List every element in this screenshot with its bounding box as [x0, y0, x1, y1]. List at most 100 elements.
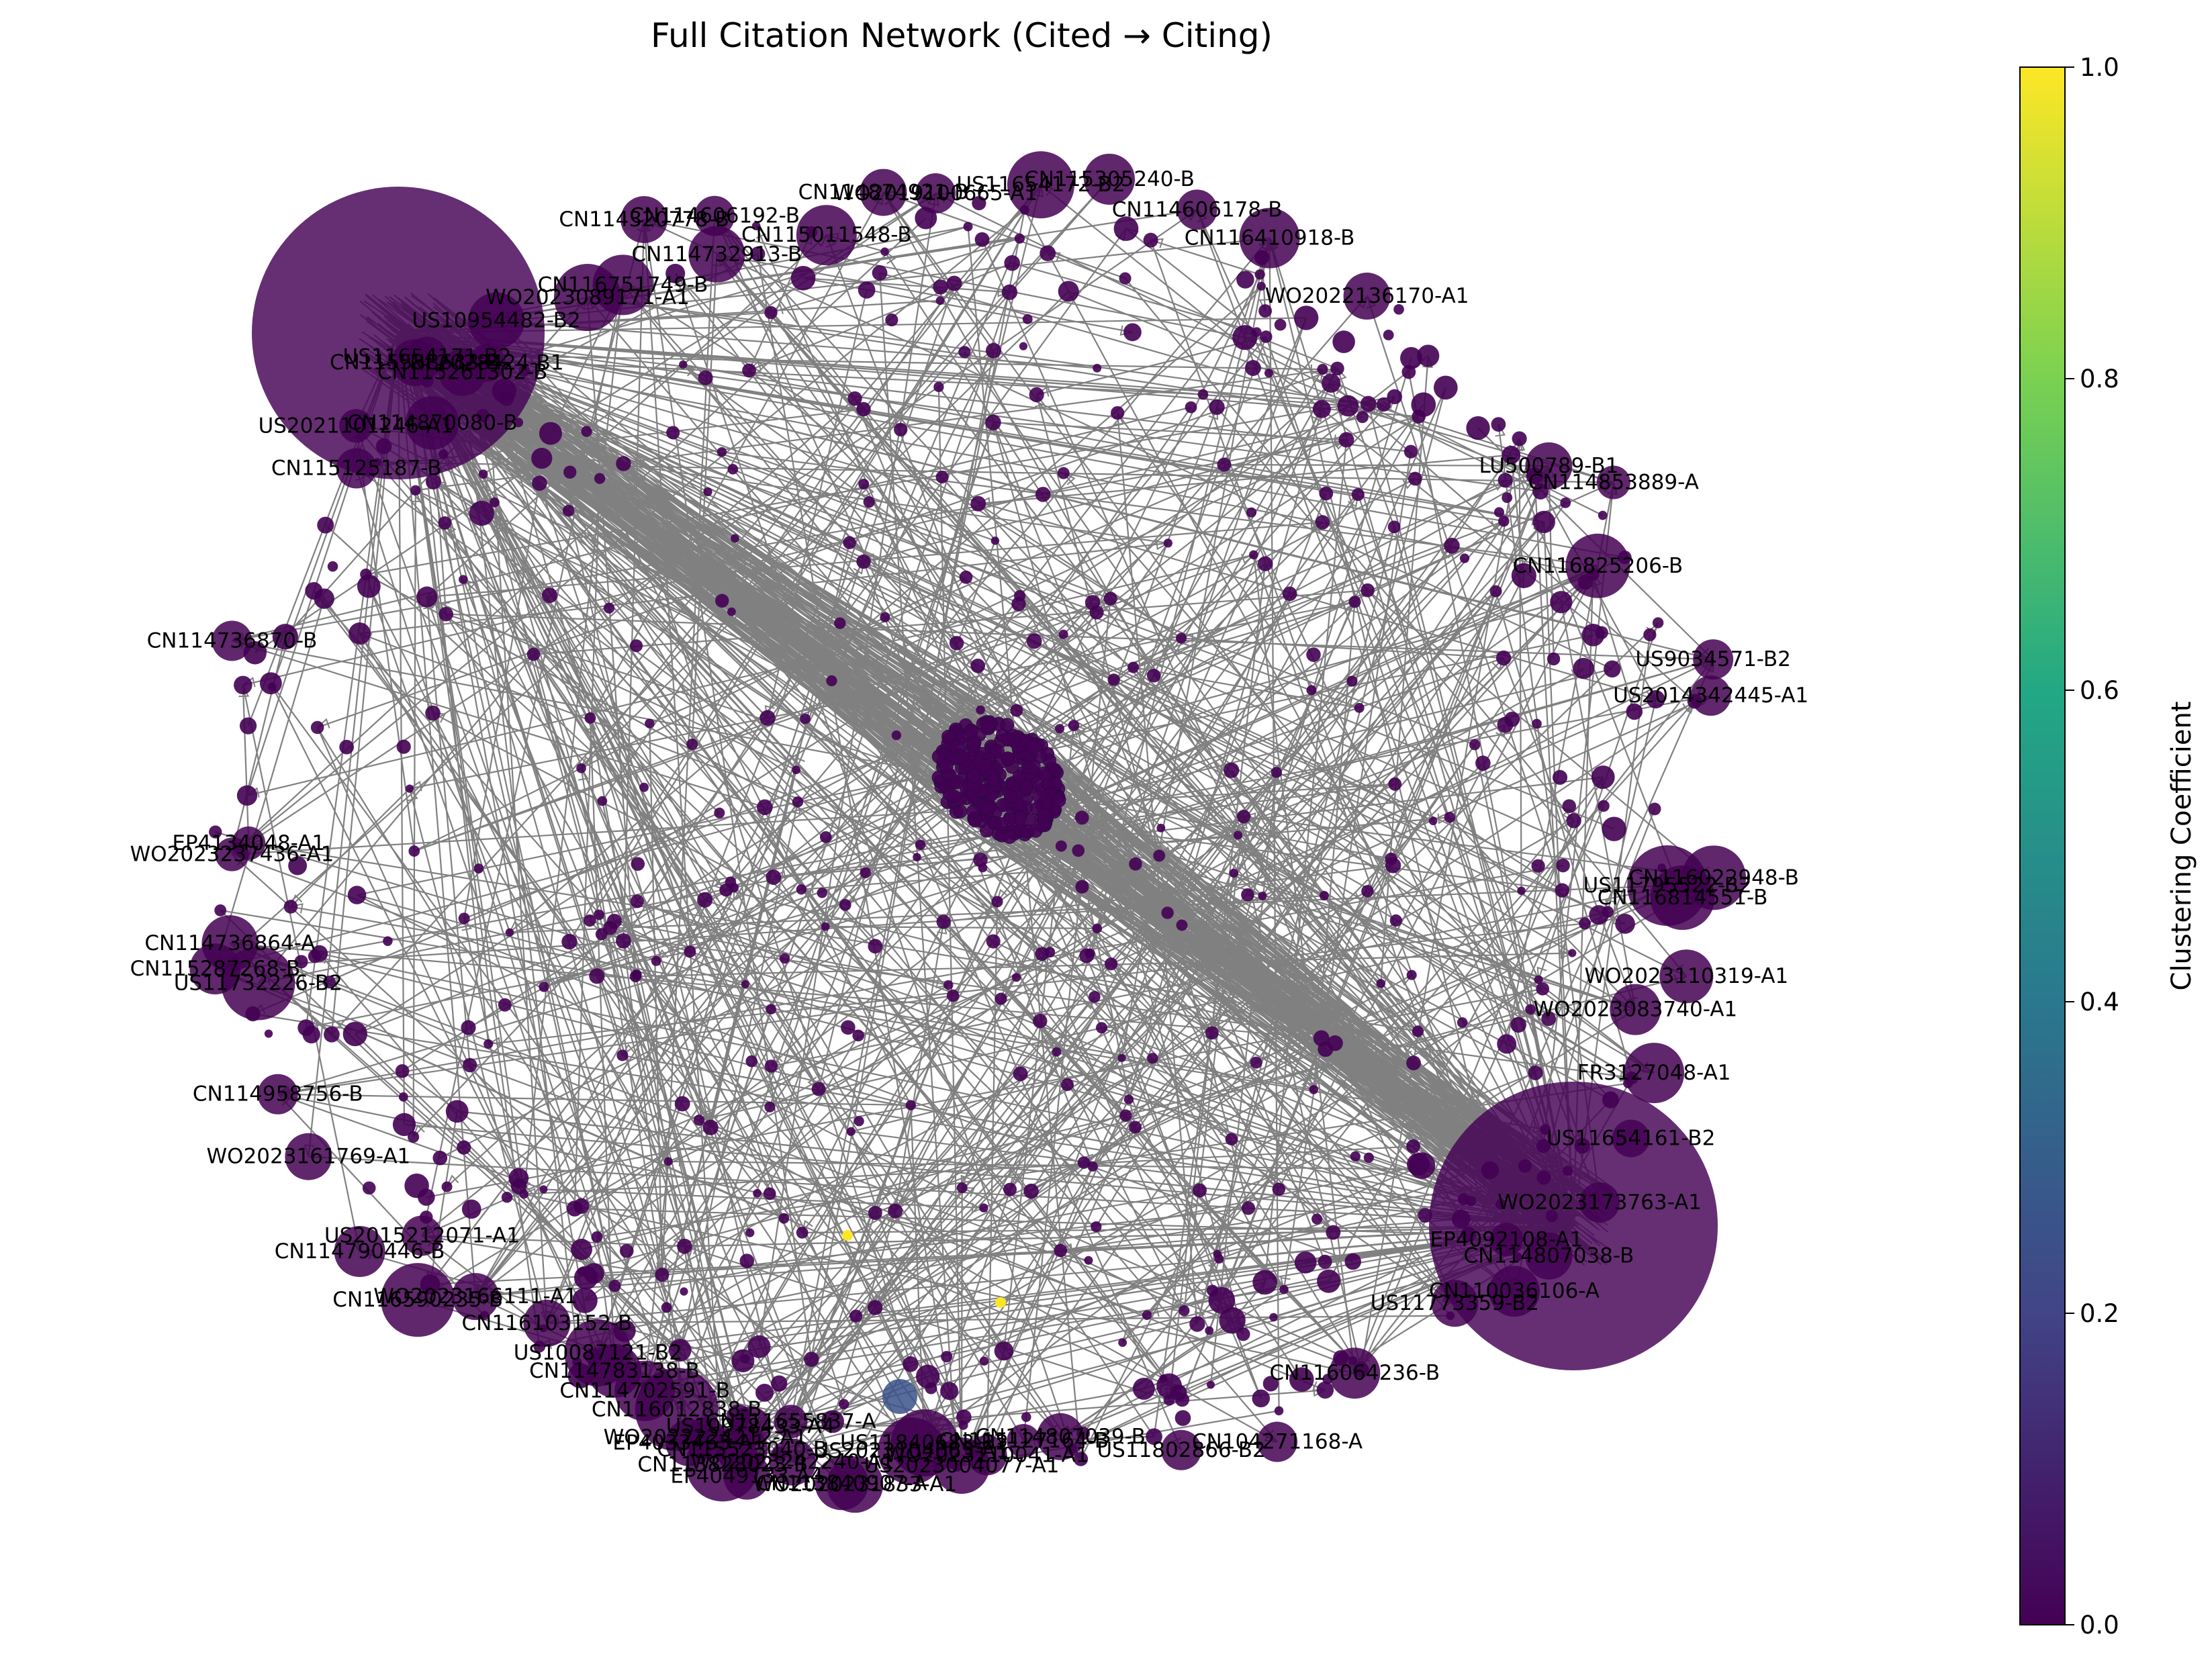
network-node	[416, 587, 437, 608]
network-node	[885, 314, 898, 326]
network-node	[1241, 888, 1254, 902]
colorbar-gradient	[2020, 67, 2065, 1625]
network-node	[753, 1189, 762, 1198]
network-node	[839, 1399, 849, 1409]
network-node	[1388, 520, 1401, 533]
network-node	[473, 863, 483, 873]
network-node	[1023, 314, 1033, 324]
network-node	[469, 501, 494, 526]
network-node	[679, 361, 687, 369]
network-node	[1311, 1213, 1322, 1224]
network-node	[1512, 431, 1527, 446]
network-node	[1068, 720, 1080, 731]
network-node	[970, 496, 986, 512]
network-node	[1434, 375, 1458, 399]
network-node	[1061, 1078, 1074, 1091]
cluster-node	[965, 724, 978, 738]
network-node	[1361, 396, 1377, 412]
network-node	[915, 839, 926, 850]
network-node	[947, 990, 960, 1002]
network-node	[1318, 1255, 1332, 1269]
network-node	[408, 845, 420, 857]
network-node	[1444, 812, 1456, 823]
network-node	[1361, 885, 1373, 897]
network-node	[410, 485, 420, 495]
network-node	[655, 1268, 669, 1282]
network-node	[1226, 1133, 1238, 1146]
network-node	[765, 1059, 778, 1072]
network-node	[1532, 719, 1542, 729]
network-node	[1156, 824, 1165, 833]
node-label: US2014342445-A1	[1613, 683, 1808, 708]
network-node	[1105, 957, 1117, 970]
network-node	[1348, 596, 1361, 608]
node-label: CN116410918-B	[1185, 226, 1355, 250]
network-node	[1124, 1094, 1134, 1104]
network-node	[1271, 767, 1282, 777]
network-node	[1269, 1313, 1278, 1322]
network-node	[584, 712, 596, 724]
network-node	[1528, 1066, 1543, 1080]
network-node	[1072, 845, 1085, 857]
network-node	[461, 1021, 475, 1035]
network-node	[438, 516, 451, 530]
network-node	[1550, 591, 1572, 613]
node-label: WO2023237436-A1	[130, 843, 334, 867]
network-node	[1469, 739, 1480, 750]
network-node	[1592, 765, 1615, 789]
node-label: US2021101246-A1	[259, 414, 454, 438]
node-label: WO2023089171-A1	[486, 285, 690, 310]
network-node	[1517, 886, 1525, 894]
network-node	[791, 266, 816, 291]
network-node	[1332, 330, 1355, 353]
network-node	[1653, 617, 1663, 628]
network-node	[542, 587, 557, 603]
network-node	[1260, 330, 1273, 343]
network-node	[960, 571, 973, 584]
network-node	[463, 1058, 477, 1072]
network-node	[880, 612, 890, 622]
colorbar-tick-label: 0.4	[2080, 988, 2119, 1016]
network-node	[1246, 508, 1256, 518]
network-node	[1207, 1380, 1215, 1388]
cluster-node	[1001, 718, 1014, 732]
network-node	[936, 296, 945, 305]
network-node	[1350, 1151, 1361, 1162]
network-node	[284, 900, 298, 914]
network-node	[872, 265, 888, 281]
network-node	[1058, 281, 1079, 301]
network-node	[639, 783, 649, 792]
node-label: CN111655837-A	[706, 1409, 876, 1433]
network-node	[1568, 949, 1576, 957]
network-node	[1107, 673, 1119, 685]
network-node	[1412, 410, 1426, 424]
network-node	[1406, 1139, 1420, 1153]
network-node	[616, 1049, 628, 1061]
cluster-node	[1003, 830, 1016, 843]
network-node	[1052, 1047, 1061, 1057]
network-node	[511, 1179, 527, 1195]
cluster-node	[967, 769, 980, 783]
network-node	[686, 739, 698, 750]
network-node	[1205, 1027, 1219, 1040]
network-node	[1457, 1017, 1468, 1028]
network-node	[1117, 1054, 1125, 1062]
network-node	[348, 886, 367, 904]
network-node	[581, 426, 592, 436]
network-node	[1198, 389, 1209, 400]
node-label: WO2023173763-A1	[1497, 1190, 1702, 1215]
network-node	[317, 517, 334, 534]
network-node	[1055, 724, 1064, 733]
cluster-node	[1052, 794, 1066, 807]
colorbar-label: Clustering Coefficient	[2166, 702, 2197, 991]
cluster-node	[954, 792, 967, 806]
network-node	[821, 923, 830, 931]
network-node	[792, 765, 800, 774]
network-node	[1377, 397, 1391, 412]
network-node	[457, 1140, 471, 1154]
network-node	[779, 1213, 790, 1224]
network-node	[666, 426, 680, 439]
cluster-node	[950, 741, 964, 754]
network-node	[697, 892, 712, 908]
network-node	[567, 1200, 583, 1217]
